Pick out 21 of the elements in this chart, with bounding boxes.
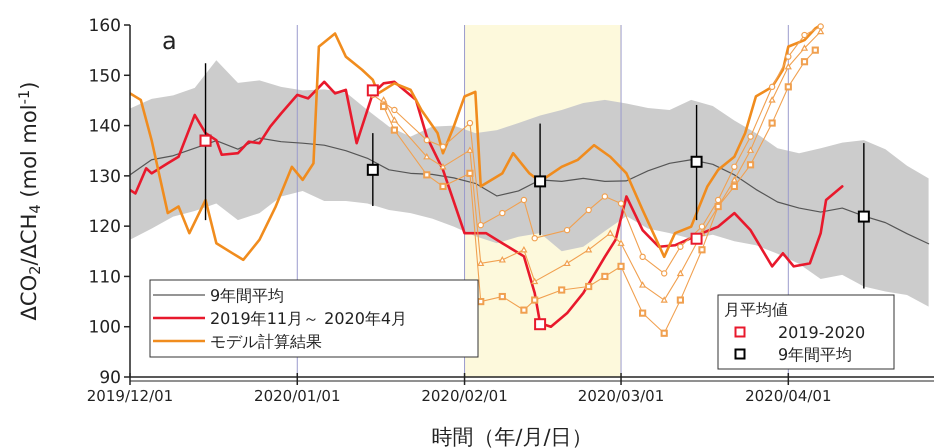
x-tick-label: 2020/03/01: [578, 387, 664, 405]
y-tick-label: 140: [88, 116, 121, 137]
x-tick-label: 2020/01/01: [254, 387, 341, 405]
legend-label: 9年間平均: [210, 286, 284, 305]
annotation: a: [162, 27, 177, 55]
y-tick-label: 90: [99, 368, 121, 388]
legend-label: 2019年11月～ 2020年4月: [210, 309, 408, 328]
y-tick-label: 120: [88, 217, 121, 238]
y-tick-label: 130: [88, 166, 121, 187]
y-tick-label: 160: [88, 16, 121, 36]
x-tick-label: 2020/02/01: [421, 387, 508, 405]
x-axis-title: 時間（年/月/日）: [431, 425, 593, 448]
legend-label: 9年間平均: [778, 345, 852, 364]
legend-title: 月平均値: [724, 300, 788, 319]
y-tick-label: 110: [88, 267, 121, 288]
y-tick-label: 100: [88, 318, 121, 338]
legend-label: 2019-2020: [778, 323, 866, 342]
x-tick-label: 2019/12/01: [86, 387, 174, 405]
legend-label: モデル計算結果: [210, 332, 322, 351]
x-tick-label: 2020/04/01: [745, 387, 832, 405]
y-tick-label: 150: [88, 66, 121, 86]
